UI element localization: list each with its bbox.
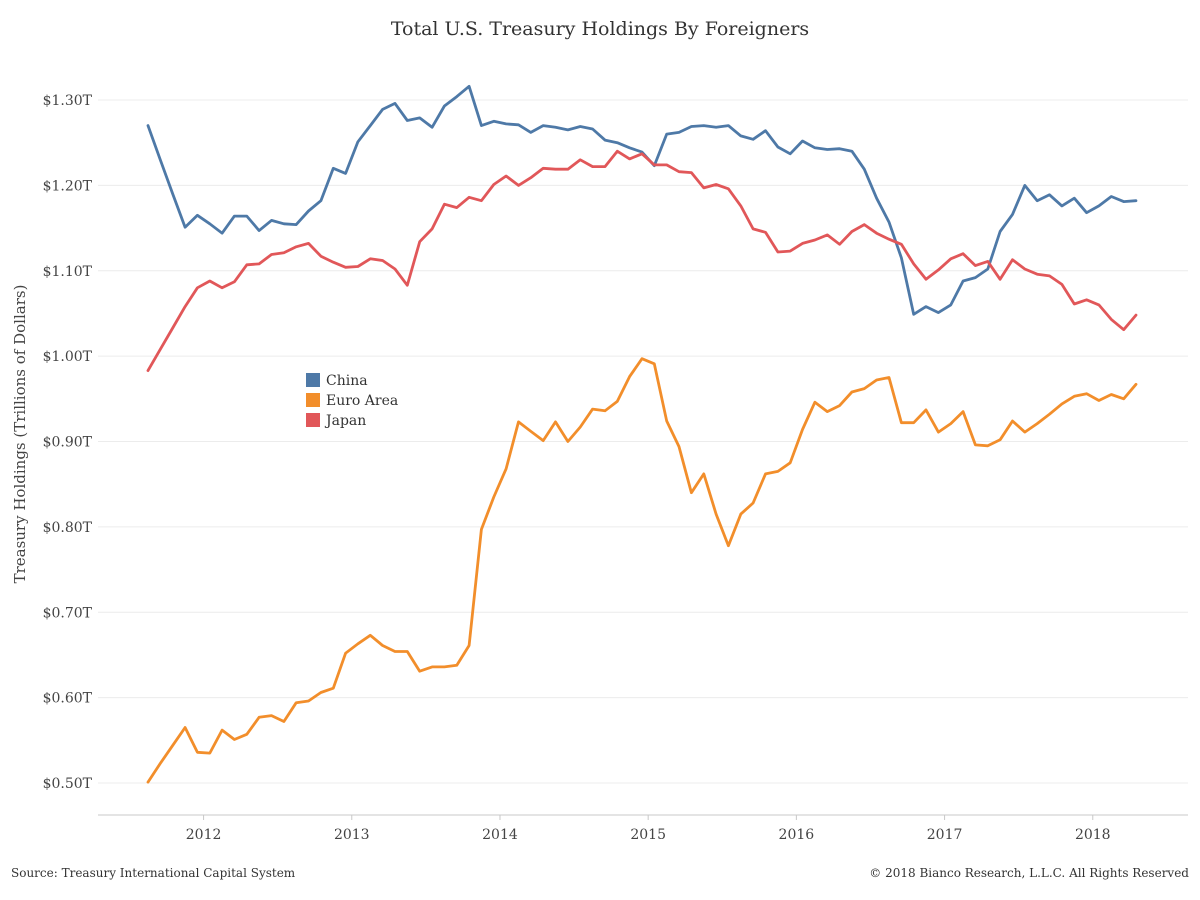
legend-item-china[interactable]: China (306, 373, 368, 389)
y-tick-label: $0.80T (43, 520, 93, 536)
y-tick-label: $1.00T (43, 349, 93, 365)
y-tick-label: $0.70T (43, 605, 93, 621)
legend-item-euro-area[interactable]: Euro Area (306, 393, 398, 409)
legend-label: Euro Area (326, 393, 398, 409)
chart-title: Total U.S. Treasury Holdings By Foreigne… (390, 18, 810, 40)
legend-label: China (326, 373, 368, 389)
y-tick-label: $0.60T (43, 691, 93, 707)
x-tick-label: 2012 (186, 827, 222, 843)
x-tick-label: 2013 (334, 827, 370, 843)
x-tick-label: 2016 (779, 827, 815, 843)
legend-swatch (306, 373, 320, 387)
x-tick-label: 2014 (482, 827, 518, 843)
series-lines (146, 84, 1138, 784)
series-line-japan[interactable] (146, 149, 1138, 373)
y-tick-label: $1.20T (43, 178, 93, 194)
legend[interactable]: China Euro Area Japan (306, 373, 398, 429)
y-tick-label: $0.90T (43, 435, 93, 451)
series-line-euro-area[interactable] (146, 357, 1138, 784)
x-axis: 2012 2013 2014 2015 2016 2017 2018 (98, 814, 1188, 843)
x-tick-label: 2018 (1075, 827, 1111, 843)
grid-lines (98, 99, 1188, 784)
series-line-china[interactable] (146, 84, 1138, 316)
y-tick-label: $1.30T (43, 93, 93, 109)
y-axis-ticks: $0.50T $0.60T $0.70T $0.80T $0.90T $1.00T $1.1… (43, 93, 93, 792)
y-tick-label: $0.50T (43, 776, 93, 792)
legend-label: Japan (324, 413, 366, 429)
source-note: Source: Treasury International Capital S… (11, 866, 296, 880)
legend-swatch (306, 393, 320, 407)
x-tick-label: 2015 (630, 827, 666, 843)
legend-swatch (306, 413, 320, 427)
y-tick-label: $1.10T (43, 264, 93, 280)
copyright-note: © 2018 Bianco Research, L.L.C. All Right… (869, 866, 1189, 880)
legend-item-japan[interactable]: Japan (306, 413, 366, 429)
x-tick-label: 2017 (927, 827, 963, 843)
